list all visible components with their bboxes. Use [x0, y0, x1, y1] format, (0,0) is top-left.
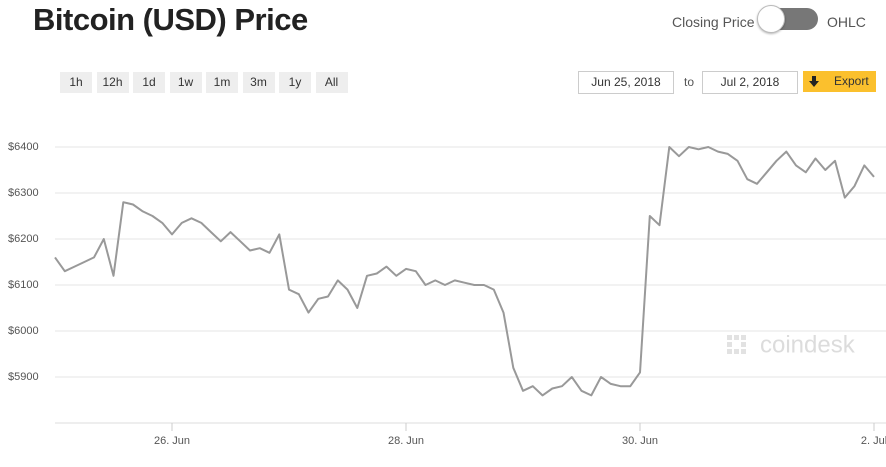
watermark-icon	[727, 335, 746, 354]
y-tick-label: $6400	[8, 141, 39, 153]
export-label: Export	[834, 74, 869, 88]
x-tick-label: 26. Jun	[154, 435, 190, 447]
toggle-knob[interactable]	[757, 5, 785, 33]
x-tick-label: 2. Jul	[861, 435, 886, 447]
date-separator: to	[684, 75, 695, 89]
y-tick-label: $6300	[8, 187, 39, 199]
price-line	[54, 146, 875, 397]
chart-title: Bitcoin (USD) Price	[33, 2, 308, 37]
x-tick-label: 28. Jun	[388, 435, 424, 447]
range-button[interactable]: 12h	[96, 72, 129, 93]
y-tick-label: $6200	[8, 233, 39, 245]
range-button[interactable]: 1h	[60, 72, 92, 93]
export-button[interactable]: Export	[803, 71, 876, 92]
toggle-label: Closing Price	[672, 14, 755, 30]
date-input[interactable]: Jul 2, 2018	[702, 71, 798, 94]
watermark: coindesk	[760, 331, 856, 358]
range-button[interactable]: 3m	[242, 72, 275, 93]
range-button[interactable]: 1w	[169, 72, 202, 93]
date-input[interactable]: Jun 25, 2018	[578, 71, 674, 94]
y-tick-label: $6000	[8, 325, 39, 337]
range-button[interactable]: 1y	[279, 72, 311, 93]
x-tick-label: 30. Jun	[622, 435, 658, 447]
y-tick-label: $5900	[8, 371, 39, 383]
toggle-label: OHLC	[827, 14, 866, 30]
y-tick-label: $6100	[8, 279, 39, 291]
range-button[interactable]: All	[315, 72, 348, 93]
range-button[interactable]: 1d	[133, 72, 165, 93]
export-icon	[809, 76, 819, 87]
range-button[interactable]: 1m	[206, 72, 238, 93]
